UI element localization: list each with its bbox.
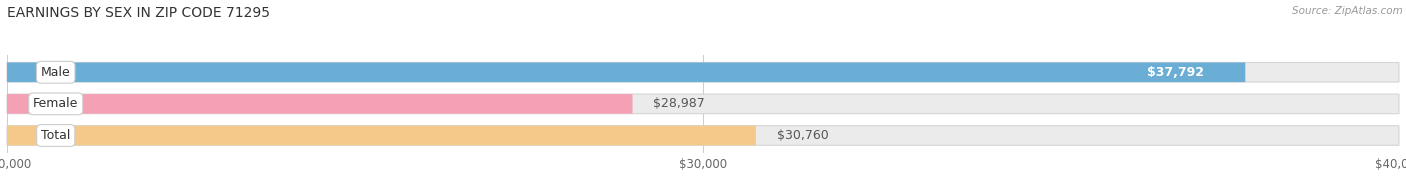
Text: $37,792: $37,792 [1146,66,1204,79]
FancyBboxPatch shape [7,94,1399,114]
Text: $30,760: $30,760 [776,129,828,142]
FancyBboxPatch shape [7,94,633,114]
Text: $28,987: $28,987 [654,97,706,110]
FancyBboxPatch shape [7,63,1246,82]
Text: EARNINGS BY SEX IN ZIP CODE 71295: EARNINGS BY SEX IN ZIP CODE 71295 [7,6,270,20]
Text: Male: Male [41,66,70,79]
Text: Source: ZipAtlas.com: Source: ZipAtlas.com [1292,6,1403,16]
FancyBboxPatch shape [7,126,756,145]
Text: Total: Total [41,129,70,142]
FancyBboxPatch shape [7,126,1399,145]
Text: Female: Female [34,97,79,110]
FancyBboxPatch shape [7,63,1399,82]
